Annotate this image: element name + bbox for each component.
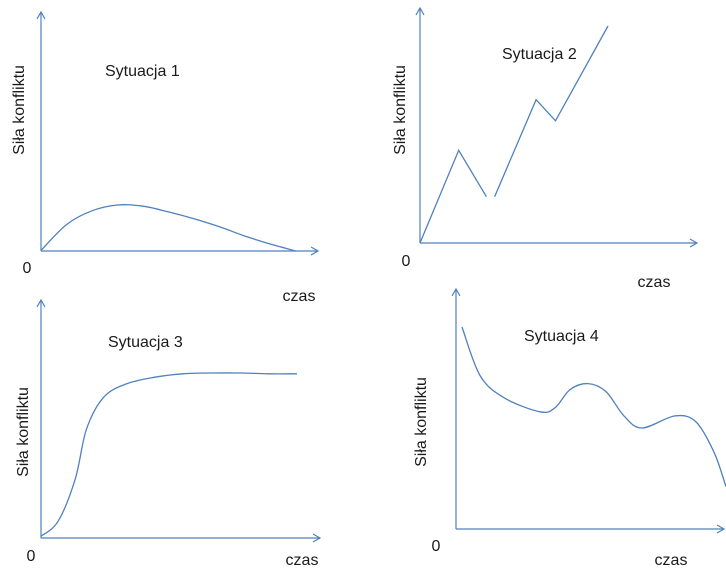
panel-2-x-axis-arrow <box>689 238 699 248</box>
panel-1-origin-label: 0 <box>23 260 32 277</box>
panel-3-x-axis-arrow <box>312 533 322 543</box>
panel-3: Sytuacja 3 Siła konfliktu 0 czas <box>15 298 322 569</box>
panel-1-title: Sytuacja 1 <box>105 63 180 80</box>
panel-4-origin-label: 0 <box>432 538 441 555</box>
panel-1-series-line <box>40 204 297 252</box>
panel-3-origin-label: 0 <box>27 548 36 565</box>
panel-4-x-axis-arrow <box>716 524 726 534</box>
panel-2-series-line-2 <box>494 25 609 197</box>
panel-2-origin-label: 0 <box>402 253 411 270</box>
panel-3-x-axis-label: czas <box>286 552 319 569</box>
panel-4-series-line <box>461 326 726 487</box>
panel-2-title: Sytuacja 2 <box>502 46 577 63</box>
panel-2-y-axis-arrow <box>415 6 425 16</box>
panel-2: Sytuacja 2 Siła konfliktu 0 czas <box>392 6 699 291</box>
panel-3-title: Sytuacja 3 <box>108 334 183 351</box>
panel-2-series-line-1 <box>419 148 487 244</box>
panel-1-y-axis-label: Siła konfliktu <box>11 65 28 155</box>
panel-1-x-axis-label: czas <box>283 288 316 305</box>
panel-3-y-axis-arrow <box>36 298 46 308</box>
panel-3-series-line <box>40 372 298 537</box>
panel-1-x-axis-arrow <box>310 246 320 256</box>
panel-2-y-axis-label: Siła konfliktu <box>392 65 409 155</box>
panel-4-title: Sytuacja 4 <box>524 328 599 345</box>
panel-4-x-axis-label: czas <box>655 552 688 569</box>
panel-4: Sytuacja 4 Siła konfliktu 0 czas <box>413 287 726 569</box>
panel-1: Sytuacja 1 Siła konfliktu 0 czas <box>11 10 320 305</box>
panel-1-y-axis-arrow <box>36 10 46 20</box>
panel-3-y-axis-label: Siła konfliktu <box>15 387 32 477</box>
panel-4-y-axis-label: Siła konfliktu <box>413 377 430 467</box>
panel-4-y-axis-arrow <box>451 287 461 297</box>
panel-2-x-axis-label: czas <box>638 274 671 291</box>
